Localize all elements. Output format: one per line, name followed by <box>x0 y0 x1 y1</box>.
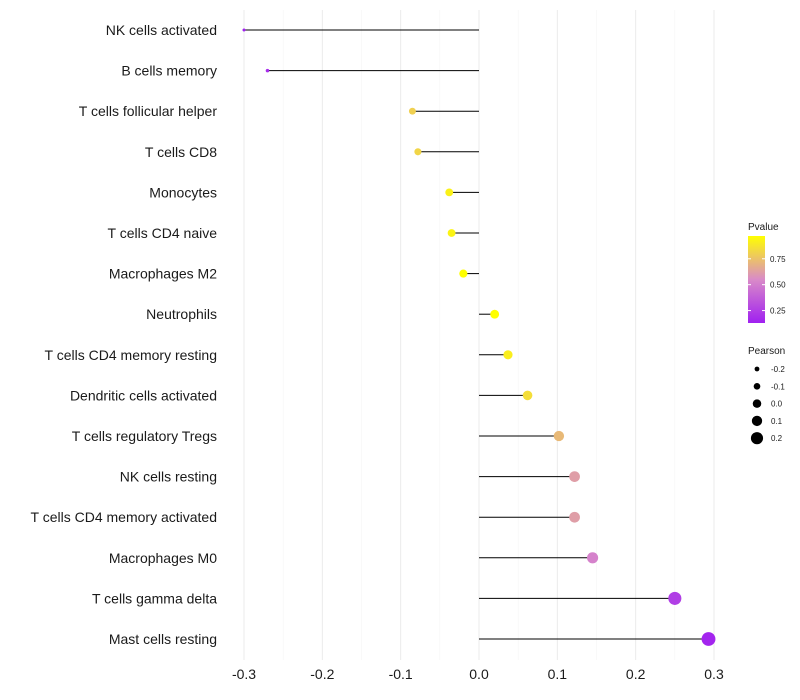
category-label: Dendritic cells activated <box>70 387 217 403</box>
size-legend-key <box>751 415 763 427</box>
x-tick-label: -0.1 <box>389 666 413 682</box>
category-label: T cells CD4 naive <box>108 225 218 241</box>
x-tick-label: 0.1 <box>548 666 568 682</box>
category-label: Monocytes <box>149 184 217 200</box>
colorbar-tick-label: 0.75 <box>770 255 786 264</box>
x-tick-label: -0.3 <box>232 666 256 682</box>
lollipop-point <box>490 309 500 319</box>
point-layer <box>242 28 716 646</box>
size-legend-label: -0.2 <box>771 365 785 374</box>
lollipop-point <box>553 430 565 442</box>
size-legend-key <box>752 399 762 408</box>
lollipop-point <box>414 148 422 156</box>
legend: Pvalue 0.75 0.50 0.25 Pearson -0.2 -0.1 0.0 0… <box>748 222 786 445</box>
lollipop-point <box>265 68 270 73</box>
colorbar-tick-label: 0.25 <box>770 307 786 316</box>
size-legend-label: -0.1 <box>771 382 785 391</box>
lollipop-point <box>701 632 716 646</box>
category-label: B cells memory <box>121 63 217 79</box>
lollipop-point <box>522 390 533 401</box>
category-label: Mast cells resting <box>109 631 217 647</box>
category-label: T cells CD8 <box>145 144 217 160</box>
lollipop-point <box>459 269 468 278</box>
lollipop-point <box>569 471 580 482</box>
size-legend-label: 0.2 <box>771 434 783 443</box>
size-legend-key <box>750 432 764 445</box>
category-label: NK cells activated <box>106 22 217 38</box>
lollipop-point <box>668 591 682 605</box>
category-label: T cells gamma delta <box>92 590 217 606</box>
x-axis-tick-labels: -0.3 -0.2 -0.1 0.0 0.1 0.2 0.3 <box>232 666 724 682</box>
lollipop-point <box>569 511 580 523</box>
x-tick-label: 0.3 <box>704 666 724 682</box>
category-label: T cells regulatory Tregs <box>72 428 217 444</box>
grid-layer <box>243 10 715 660</box>
category-label: T cells CD4 memory activated <box>31 509 217 525</box>
lollipop-point <box>242 28 246 32</box>
x-tick-label: -0.2 <box>310 666 334 682</box>
category-label: T cells follicular helper <box>79 103 218 119</box>
lollipop-point <box>447 229 456 237</box>
pvalue-colorbar <box>748 236 765 323</box>
size-legend-key <box>753 382 761 390</box>
lollipop-point <box>408 107 416 115</box>
pearson-legend-title: Pearson <box>748 346 785 357</box>
category-label: T cells CD4 memory resting <box>45 347 217 363</box>
size-legend-label: 0.1 <box>771 417 783 426</box>
category-label: Neutrophils <box>146 306 217 322</box>
stem-layer <box>244 29 709 640</box>
colorbar-tick-label: 0.50 <box>770 281 786 290</box>
size-legend-label: 0.0 <box>771 400 783 409</box>
lollipop-point <box>445 188 454 197</box>
lollipop-point <box>587 552 599 564</box>
lollipop-point <box>503 350 513 360</box>
size-legend-key <box>754 366 760 372</box>
pvalue-legend-ticks: 0.75 0.50 0.25 <box>748 255 786 316</box>
x-tick-label: 0.0 <box>469 666 489 682</box>
category-label: Macrophages M2 <box>109 266 217 282</box>
category-label: NK cells resting <box>120 469 217 485</box>
pvalue-legend-title: Pvalue <box>748 222 779 233</box>
x-tick-label: 0.2 <box>626 666 646 682</box>
category-label: Macrophages M0 <box>109 550 217 566</box>
pearson-legend-keys: -0.2 -0.1 0.0 0.1 0.2 <box>750 365 785 445</box>
category-labels: NK cells activated B cells memory T cells … <box>31 22 218 647</box>
